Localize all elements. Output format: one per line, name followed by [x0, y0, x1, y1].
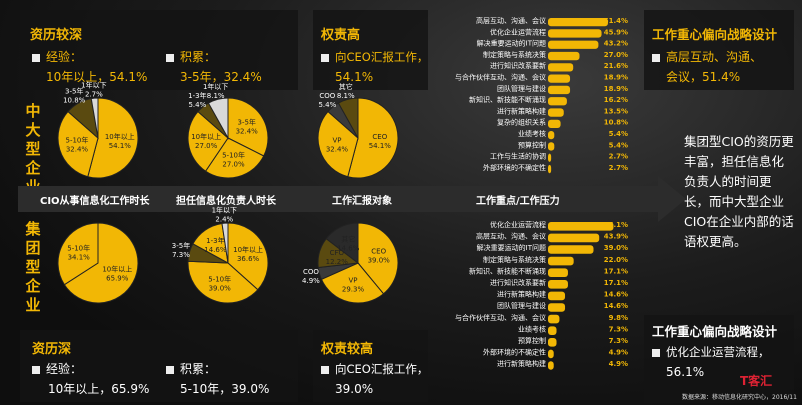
panel-item: 向CEO汇报工作， — [321, 48, 428, 67]
source-text: 数据来源：移动信息化研究中心，2016/11 — [682, 394, 797, 401]
item-label: 优化企业运营流程， — [666, 345, 770, 359]
item-label: 经验： — [46, 50, 83, 64]
bullet-icon — [321, 53, 329, 62]
bullet-icon — [32, 53, 40, 62]
panel-item-2: 积累： — [166, 360, 216, 379]
top-left-panel: 资历较深 经验： 10年以上，54.1% 积累： 3-5年，32.4% — [20, 10, 298, 90]
panel-title: 权责较高 — [321, 342, 374, 357]
watermark: T客汇 — [740, 374, 773, 388]
panel-item: 优化企业运营流程， — [652, 343, 770, 362]
summary-text: 集团型CIO的资历更丰富，担任信息化负责人的时间更长，而中大型企业CIO在企业内… — [684, 134, 794, 249]
item-label: 向CEO汇报工作， — [335, 362, 429, 376]
arrow-label-3: 工作汇报对象 — [332, 196, 392, 207]
bullet-icon — [166, 365, 174, 374]
panel-title: 资历较深 — [30, 28, 83, 43]
item-label: 高层互动、沟通、 — [666, 50, 763, 64]
panel-value: 54.1% — [335, 70, 374, 84]
panel-value: 会议，51.4% — [666, 70, 741, 84]
panel-value-1: 10年以上，54.1% — [46, 70, 148, 84]
section-label-top: 中大型企业 — [25, 102, 41, 196]
panel-title: 资历深 — [32, 342, 72, 357]
bullet-icon — [32, 365, 40, 374]
panel-value: 56.1% — [666, 365, 705, 379]
arrow-band — [18, 186, 658, 212]
panel-item-1: 经验： — [32, 360, 82, 379]
panel-value: 39.0% — [335, 382, 374, 396]
item-label: 经验： — [46, 362, 83, 376]
panel-item-2: 积累： — [166, 48, 216, 67]
panel-value-1: 10年以上，65.9% — [48, 382, 150, 396]
bullet-icon — [321, 365, 329, 374]
arrow-head — [658, 176, 686, 222]
panel-title: 工作重心偏向战略设计 — [652, 324, 778, 339]
bottom-left-panel: 资历深 经验： 10年以上，65.9% 积累： 5-10年，39.0% — [20, 330, 298, 402]
section-label-bottom: 集团型企业 — [25, 220, 41, 314]
bullet-icon — [652, 348, 660, 357]
top-mid-panel: 权责高 向CEO汇报工作， 54.1% — [313, 10, 428, 90]
panel-title: 权责高 — [321, 28, 361, 43]
arrow-label-1: CIO从事信息化工作时长 — [40, 196, 150, 207]
bottom-right-panel: 工作重心偏向战略设计 优化企业运营流程， 56.1% — [644, 315, 794, 403]
panel-item: 向CEO汇报工作， — [321, 360, 428, 379]
bullet-icon — [652, 53, 660, 62]
bottom-mid-panel: 权责较高 向CEO汇报工作， 39.0% — [313, 330, 428, 402]
arrow-label-4: 工作重点/工作压力 — [476, 196, 560, 207]
panel-item: 高层互动、沟通、 — [652, 48, 762, 67]
bullet-icon — [166, 53, 174, 62]
item-label: 积累： — [180, 362, 217, 376]
panel-value-2: 3-5年，32.4% — [180, 70, 262, 84]
panel-item-1: 经验： — [32, 48, 82, 67]
item-label: 向CEO汇报工作， — [335, 50, 429, 64]
arrow-label-2: 担任信息化负责人时长 — [176, 196, 276, 207]
item-label: 积累： — [180, 50, 217, 64]
panel-title: 工作重心偏向战略设计 — [652, 27, 778, 42]
panel-value-2: 5-10年，39.0% — [180, 382, 270, 396]
top-right-panel: 工作重心偏向战略设计 高层互动、沟通、 会议，51.4% — [644, 10, 794, 90]
